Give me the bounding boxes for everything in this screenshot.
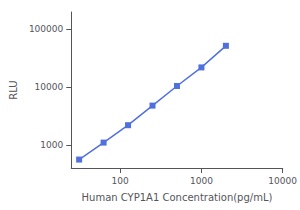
svg-text:10000: 10000 [268,176,297,186]
svg-text:10000: 10000 [35,82,64,92]
svg-text:100: 100 [112,176,129,186]
svg-text:1000: 1000 [40,140,63,150]
svg-text:RLU: RLU [8,80,19,99]
svg-text:Human CYP1A1 Concentration(pg/: Human CYP1A1 Concentration(pg/mL) [82,192,273,203]
svg-text:1000: 1000 [190,176,213,186]
svg-text:100000: 100000 [29,24,64,34]
